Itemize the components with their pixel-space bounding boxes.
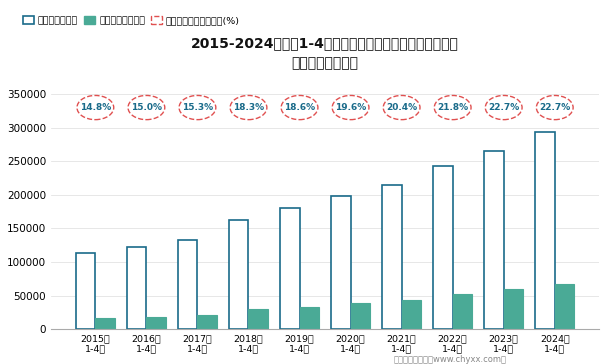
Text: 15.0%: 15.0% <box>131 103 162 112</box>
Bar <box>280 208 299 329</box>
Bar <box>402 300 421 329</box>
Legend: 总资产（亿元）, 流动资产（亿元）, 流动资产占总资产比率(%): 总资产（亿元）, 流动资产（亿元）, 流动资产占总资产比率(%) <box>23 16 240 25</box>
Bar <box>147 317 166 329</box>
Bar <box>453 294 472 329</box>
Text: 21.8%: 21.8% <box>437 103 468 112</box>
Bar <box>76 253 95 329</box>
Bar <box>331 195 351 329</box>
Bar <box>504 289 523 329</box>
Text: 14.8%: 14.8% <box>80 103 111 112</box>
Bar <box>248 309 268 329</box>
Text: 15.3%: 15.3% <box>182 103 213 112</box>
Text: 20.4%: 20.4% <box>386 103 417 112</box>
Bar <box>178 240 198 329</box>
Bar <box>535 132 554 329</box>
Bar <box>554 284 574 329</box>
Title: 2015-2024年各年1-4月电力、热力、燃气及水生产和供应
业企业资产统计图: 2015-2024年各年1-4月电力、热力、燃气及水生产和供应 业企业资产统计图 <box>191 36 459 70</box>
Text: 22.7%: 22.7% <box>488 103 519 112</box>
Text: 18.6%: 18.6% <box>284 103 315 112</box>
Bar <box>433 166 453 329</box>
Bar <box>198 316 217 329</box>
Text: 19.6%: 19.6% <box>335 103 366 112</box>
Text: 制图：智研咨询（www.chyxx.com）: 制图：智研咨询（www.chyxx.com） <box>394 355 507 364</box>
Bar <box>229 220 248 329</box>
Bar <box>484 151 504 329</box>
Bar <box>299 306 319 329</box>
Bar <box>95 318 115 329</box>
Text: 22.7%: 22.7% <box>539 103 570 112</box>
Text: 18.3%: 18.3% <box>233 103 264 112</box>
Bar <box>127 247 147 329</box>
Bar <box>351 303 370 329</box>
Bar <box>382 185 402 329</box>
